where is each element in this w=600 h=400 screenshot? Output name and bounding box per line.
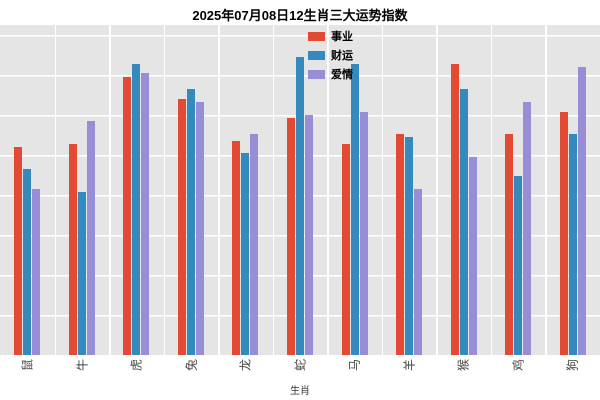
legend: 事业 财运 爱情 — [308, 28, 353, 82]
bar-爱情-鸡 — [523, 102, 532, 355]
bar-爱情-兔 — [195, 102, 204, 355]
bar-事业-兔 — [177, 99, 186, 355]
bar-财运-羊 — [405, 137, 414, 355]
bar-财运-狗 — [568, 134, 577, 355]
x-tick-labels: 鼠牛虎兔龙蛇马羊猴鸡狗 — [0, 356, 600, 374]
bar-财运-马 — [350, 63, 359, 355]
bar-爱情-狗 — [577, 67, 586, 355]
vertical-gridline — [54, 25, 57, 355]
bar-爱情-牛 — [86, 121, 95, 355]
plot-area — [0, 25, 600, 355]
bar-事业-龙 — [232, 140, 241, 355]
bar-事业-狗 — [559, 111, 568, 355]
bar-group-鸡 — [491, 25, 546, 355]
bar-财运-鸡 — [514, 175, 523, 355]
bar-事业-羊 — [396, 134, 405, 355]
bar-group-羊 — [382, 25, 437, 355]
legend-swatch-爱情 — [308, 69, 325, 79]
bar-爱情-猴 — [468, 156, 477, 355]
legend-item-爱情: 爱情 — [308, 66, 353, 82]
bar-财运-鼠 — [23, 169, 32, 355]
bar-事业-马 — [341, 143, 350, 355]
legend-label-爱情: 爱情 — [331, 69, 353, 81]
bar-事业-虎 — [123, 76, 132, 355]
legend-item-事业: 事业 — [308, 28, 353, 44]
bar-group-蛇 — [273, 25, 328, 355]
bar-group-马 — [327, 25, 382, 355]
bar-事业-鸡 — [505, 134, 514, 355]
x-axis-label: 生肖 — [290, 386, 310, 397]
vertical-gridline — [327, 25, 329, 355]
chart-title: 2025年07月08日12生肖三大运势指数 — [192, 8, 408, 23]
legend-swatch-财运 — [308, 50, 325, 60]
bar-爱情-龙 — [250, 134, 259, 355]
bar-财运-蛇 — [296, 57, 304, 355]
bar-财运-兔 — [186, 89, 195, 355]
bar-事业-牛 — [68, 143, 77, 355]
bar-group-猴 — [436, 25, 491, 355]
legend-swatch-事业 — [308, 31, 325, 41]
vertical-gridline — [490, 25, 493, 355]
bar-爱情-蛇 — [305, 115, 313, 355]
vertical-gridline — [109, 25, 111, 355]
bar-财运-虎 — [132, 63, 141, 355]
vertical-gridline — [381, 25, 384, 355]
bar-group-龙 — [218, 25, 273, 355]
bar-事业-猴 — [450, 63, 459, 355]
bar-group-牛 — [55, 25, 110, 355]
bar-事业-鼠 — [14, 147, 23, 355]
legend-item-财运: 财运 — [308, 47, 353, 63]
vertical-gridline — [272, 25, 275, 355]
legend-label-财运: 财运 — [331, 50, 353, 62]
bar-groups — [0, 25, 600, 355]
bar-事业-蛇 — [287, 118, 295, 355]
bar-爱情-鼠 — [32, 188, 41, 355]
bar-group-鼠 — [0, 25, 55, 355]
bar-财运-猴 — [459, 89, 468, 355]
bar-爱情-羊 — [414, 188, 423, 355]
bar-group-狗 — [545, 25, 600, 355]
vertical-gridline — [218, 25, 220, 355]
bar-财运-龙 — [241, 153, 250, 355]
legend-label-事业: 事业 — [331, 31, 353, 43]
bar-group-虎 — [109, 25, 164, 355]
bar-爱情-马 — [359, 111, 368, 355]
vertical-gridline — [545, 25, 547, 355]
bar-爱情-虎 — [141, 73, 150, 355]
bar-group-兔 — [164, 25, 219, 355]
vertical-gridline — [163, 25, 166, 355]
bar-财运-牛 — [77, 191, 86, 355]
vertical-gridline — [436, 25, 438, 355]
